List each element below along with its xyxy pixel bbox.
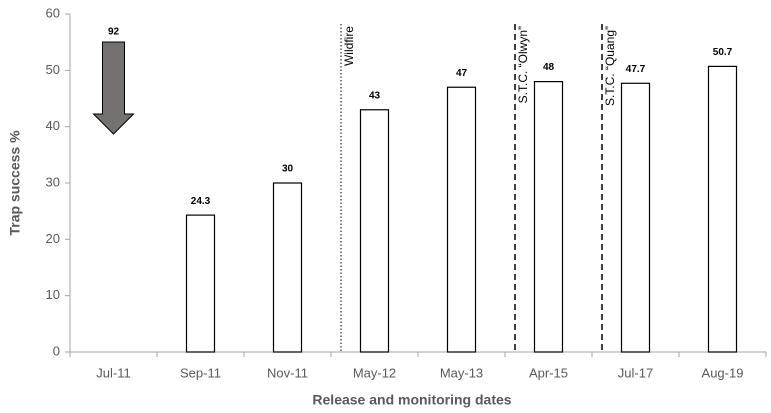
bar [620, 82, 651, 353]
y-tick-label: 0 [53, 343, 60, 358]
x-tick-label: Nov-11 [267, 365, 308, 380]
bar [446, 86, 477, 353]
value-label: 30 [282, 164, 294, 175]
bar [185, 214, 216, 353]
x-axis-label: Release and monitoring dates [312, 392, 511, 408]
y-tick-label: 30 [46, 174, 60, 189]
y-axis-label: Trap success % [7, 130, 23, 236]
bar [533, 80, 564, 353]
value-label: 47 [456, 68, 468, 79]
value-label: 92 [108, 27, 120, 38]
x-tick-label: Sep-11 [180, 365, 221, 380]
annotation: S.T.C. “Quang” [603, 26, 617, 106]
x-tick-label: Aug-19 [702, 365, 744, 380]
x-tick-label: Jul-17 [618, 365, 653, 380]
off-scale-arrow [92, 41, 135, 135]
value-label: 50.7 [713, 47, 733, 58]
y-tick-label: 50 [46, 62, 60, 77]
y-tick-label: 60 [46, 5, 60, 20]
annotation: S.T.C. “Olwyn” [516, 26, 530, 103]
bar [359, 109, 390, 353]
x-tick-label: Jul-11 [96, 365, 130, 380]
value-label: 43 [369, 90, 381, 101]
y-tick-label: 40 [46, 118, 60, 133]
x-tick-label: May-12 [353, 365, 396, 380]
annotation: Wildfire [342, 26, 356, 66]
bar [707, 65, 738, 353]
x-tick-label: May-13 [440, 365, 483, 380]
bar [272, 182, 303, 353]
y-tick-label: 20 [46, 231, 60, 246]
x-tick-label: Apr-15 [529, 365, 568, 380]
value-label: 47.7 [626, 64, 646, 75]
value-label: 48 [543, 62, 555, 73]
value-label: 24.3 [191, 196, 211, 207]
y-tick-label: 10 [46, 287, 60, 302]
